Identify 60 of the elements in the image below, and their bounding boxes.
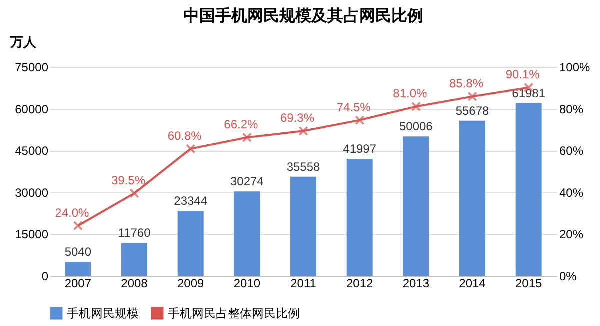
- bar: [346, 158, 373, 276]
- data-label: 81.0%: [393, 86, 428, 101]
- data-label: 61981: [512, 86, 546, 100]
- x-tick-label: 2012: [346, 276, 374, 290]
- point: [298, 126, 308, 136]
- bar: [178, 210, 204, 276]
- x-tick-label: 2014: [459, 276, 486, 290]
- y-tick-label: 15000: [15, 228, 49, 242]
- point: [186, 144, 196, 154]
- y-tick-label: 60000: [15, 102, 49, 116]
- bar: [234, 192, 260, 276]
- bar: [460, 120, 486, 276]
- y2-tick-label: 0%: [560, 270, 578, 284]
- y2-tick-label: 20%: [560, 228, 584, 242]
- data-label: 23344: [174, 194, 208, 208]
- data-label: 69.3%: [280, 111, 315, 126]
- y-axis-title: 万人: [10, 34, 38, 50]
- legend-label: 手机网民规模: [67, 306, 139, 321]
- y2-tick-label: 60%: [560, 144, 584, 158]
- data-label: 55678: [456, 104, 490, 118]
- y-tick-label: 30000: [15, 186, 49, 200]
- y2-tick-label: 80%: [560, 102, 584, 116]
- x-tick-label: 2008: [121, 276, 148, 290]
- data-label: 35558: [286, 160, 321, 174]
- bar: [403, 136, 430, 276]
- bar: [516, 103, 542, 276]
- data-label: 41997: [343, 142, 377, 156]
- x-tick-label: 2013: [402, 276, 430, 290]
- point: [411, 102, 422, 112]
- bar: [65, 262, 92, 276]
- x-tick-label: 2009: [177, 276, 205, 290]
- y2-tick-label: 100%: [560, 60, 591, 74]
- data-label: 74.5%: [336, 100, 372, 114]
- point: [354, 115, 365, 126]
- data-label: 11760: [118, 226, 152, 240]
- y-tick-label: 75000: [15, 60, 49, 74]
- data-label: 30274: [230, 174, 264, 189]
- point: [73, 220, 84, 231]
- data-label: 60.8%: [168, 128, 202, 143]
- point: [130, 188, 140, 198]
- x-tick-label: 2015: [515, 276, 543, 290]
- bar: [122, 243, 148, 276]
- data-label: 50006: [399, 120, 434, 134]
- y-tick-label: 0: [42, 270, 49, 284]
- chart-title: 中国手机网民规模及其占网民比例: [184, 7, 424, 25]
- data-label: 66.2%: [224, 118, 259, 132]
- data-label: 85.8%: [449, 76, 484, 91]
- x-tick-label: 2011: [290, 276, 317, 290]
- bar: [290, 176, 316, 276]
- point: [468, 92, 478, 102]
- x-tick-label: 2007: [64, 276, 92, 290]
- legend-label: 手机网民占整体网民比例: [168, 306, 300, 321]
- data-label: 90.1%: [506, 68, 540, 82]
- point: [242, 132, 252, 143]
- x-tick-label: 2010: [234, 276, 261, 290]
- data-label: 24.0%: [55, 206, 90, 220]
- y-tick-label: 45000: [15, 144, 49, 158]
- y2-tick-label: 40%: [560, 186, 584, 200]
- data-label: 39.5%: [111, 173, 146, 188]
- data-label: 5040: [64, 244, 92, 259]
